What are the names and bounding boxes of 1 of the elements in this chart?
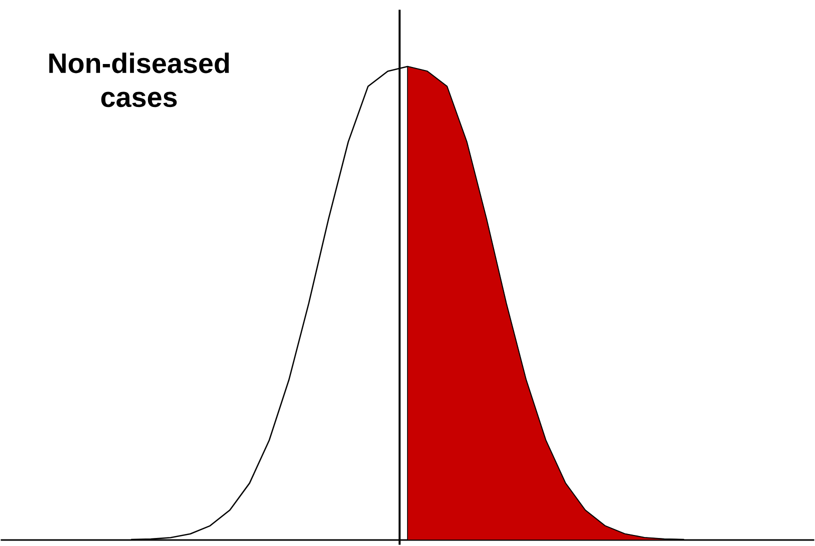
annotation: Non-diseased cases xyxy=(49,52,229,108)
